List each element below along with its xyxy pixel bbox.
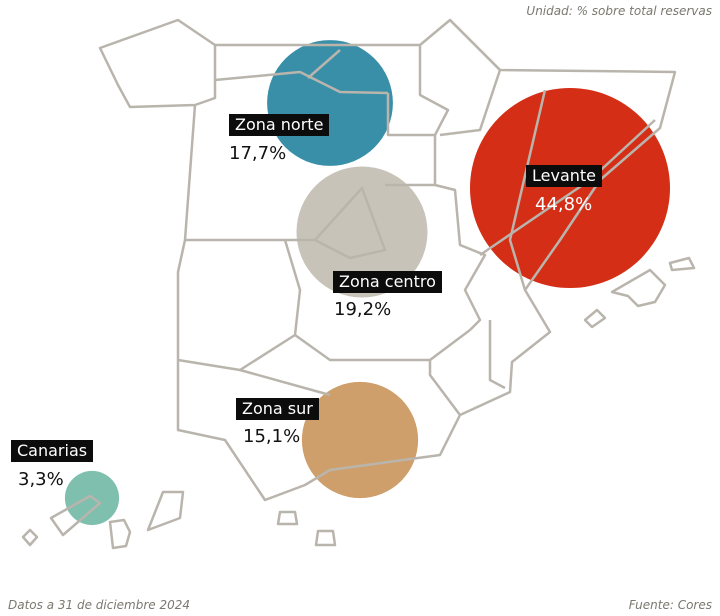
label-levante: Levante <box>526 165 603 187</box>
label-canarias: Canarias <box>11 440 94 462</box>
value-canarias: 3,3% <box>18 469 64 490</box>
border <box>439 19 502 137</box>
value-zona-centro: 19,2% <box>334 299 392 320</box>
region-madrid <box>313 186 387 260</box>
island-fuerteventura <box>146 490 185 532</box>
value-zona-norte: 17,7% <box>229 143 287 164</box>
island-tenerife <box>49 494 102 537</box>
island-mallorca <box>610 268 667 308</box>
value-levante: 44,8% <box>535 194 593 215</box>
border <box>239 368 331 397</box>
peninsula-outline <box>176 18 677 502</box>
region-galicia <box>98 18 217 109</box>
border <box>177 238 302 372</box>
border <box>508 89 547 291</box>
melilla <box>314 529 337 547</box>
label-zona-sur: Zona sur <box>236 398 319 420</box>
border <box>386 45 450 137</box>
source-note: Fuente: Cores <box>628 598 712 612</box>
unit-note: Unidad: % sobre total reservas <box>526 4 712 18</box>
border <box>294 329 471 362</box>
island-gran-canaria <box>108 518 132 550</box>
region-borders <box>21 18 696 550</box>
border <box>214 70 389 95</box>
value-zona-sur: 15,1% <box>243 426 301 447</box>
border <box>434 183 487 331</box>
ceuta <box>276 510 299 526</box>
bubble-levante <box>470 88 670 288</box>
border <box>428 360 461 416</box>
date-note: Datos a 31 de diciembre 2024 <box>8 598 191 612</box>
label-zona-norte: Zona norte <box>229 114 330 136</box>
bubble-centro <box>296 166 428 298</box>
island-hierro <box>21 528 39 547</box>
bubble-sur <box>301 381 419 499</box>
island-menorca <box>668 256 696 272</box>
label-zona-centro: Zona centro <box>333 271 442 293</box>
island-ibiza <box>583 308 607 329</box>
border <box>307 49 341 79</box>
border <box>488 320 506 390</box>
